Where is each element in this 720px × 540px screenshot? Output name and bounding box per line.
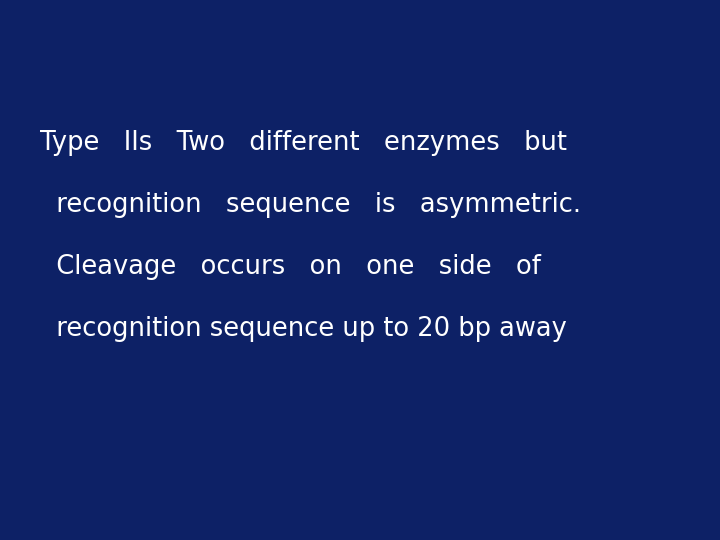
Text: Type   IIs   Two   different   enzymes   but: Type IIs Two different enzymes but <box>40 130 567 156</box>
Text: recognition sequence up to 20 bp away: recognition sequence up to 20 bp away <box>40 316 567 342</box>
Text: recognition   sequence   is   asymmetric.: recognition sequence is asymmetric. <box>40 192 580 218</box>
Text: Cleavage   occurs   on   one   side   of: Cleavage occurs on one side of <box>40 254 541 280</box>
